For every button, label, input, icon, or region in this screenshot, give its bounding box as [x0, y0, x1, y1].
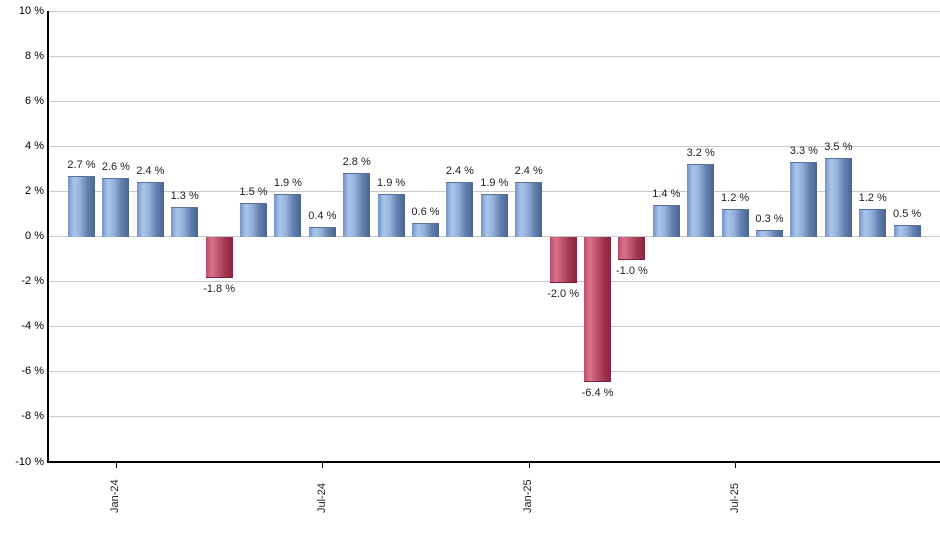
bar — [446, 182, 474, 238]
gridline — [48, 145, 940, 147]
bar — [68, 175, 95, 238]
bar-value-label: 1.2 % — [858, 192, 887, 205]
bar — [721, 209, 749, 238]
bar-value-label: 1.5 % — [239, 185, 268, 198]
x-axis-line — [47, 461, 940, 463]
x-axis-tick-label: Jan-25 — [522, 479, 535, 513]
bar-value-label: 1.9 % — [273, 176, 302, 189]
bar — [618, 236, 646, 261]
bar — [136, 182, 164, 238]
bar — [274, 193, 302, 238]
x-axis-tick — [322, 462, 324, 468]
y-axis-tick-label: 0 % — [25, 230, 44, 242]
bar-value-label: 3.5 % — [824, 140, 853, 153]
bar-value-label: 2.8 % — [342, 156, 371, 169]
bar — [480, 193, 508, 238]
bar — [102, 177, 130, 238]
bar-value-label: 0.4 % — [308, 210, 337, 223]
bar-value-label: 2.4 % — [514, 165, 543, 178]
x-axis-tick-label: Jan-24 — [109, 479, 122, 513]
bar — [687, 164, 715, 238]
bar-value-label: 1.9 % — [377, 176, 406, 189]
bar — [240, 202, 267, 238]
y-axis-tick-label: -6 % — [21, 365, 44, 378]
bar-value-label: -1.0 % — [615, 265, 648, 278]
bar-value-label: 1.3 % — [170, 190, 199, 203]
bar-value-label: -1.8 % — [203, 283, 235, 296]
bar-value-label: -2.0 % — [547, 287, 579, 300]
y-axis-tick-label: -2 % — [21, 275, 44, 288]
bar — [652, 204, 680, 238]
bar-value-label: 1.2 % — [721, 192, 750, 205]
bar-value-label: 0.6 % — [411, 205, 440, 218]
bar — [790, 162, 818, 238]
y-axis-tick-label: 10 % — [18, 4, 44, 17]
bar — [171, 207, 199, 238]
bar-value-label: 2.6 % — [101, 160, 130, 173]
bar — [859, 209, 887, 238]
y-axis-tick-label: 6 % — [25, 94, 44, 107]
bar-value-label: 2.7 % — [67, 158, 96, 171]
bar — [205, 236, 233, 279]
gridline — [48, 55, 940, 57]
y-axis-tick-label: 8 % — [25, 49, 44, 62]
x-axis-tick — [115, 462, 117, 468]
y-axis-tick-label: 4 % — [25, 139, 44, 152]
y-axis-tick-label: -10 % — [15, 455, 44, 468]
gridline — [48, 416, 940, 418]
y-axis-tick-label: -4 % — [21, 320, 44, 333]
bar-value-label: 0.5 % — [893, 208, 922, 221]
bar — [515, 182, 543, 238]
x-axis-tick — [735, 462, 737, 468]
bar — [549, 236, 577, 283]
bar-value-label: 3.3 % — [789, 145, 818, 158]
bar-value-label: -6.4 % — [581, 386, 614, 399]
bar — [343, 173, 371, 238]
x-axis-tick — [528, 462, 530, 468]
gridline — [48, 100, 940, 102]
bar — [377, 193, 405, 238]
bar-value-label: 2.4 % — [136, 165, 165, 178]
bar-value-label: 1.4 % — [652, 187, 681, 200]
bar-value-label: 2.4 % — [445, 165, 474, 178]
bar — [308, 227, 336, 238]
y-axis-line — [47, 11, 49, 462]
y-axis-tick-label: -8 % — [21, 410, 44, 423]
bar-value-label: 1.9 % — [480, 176, 509, 189]
bar — [412, 222, 439, 238]
bar-value-label: 0.3 % — [755, 212, 784, 225]
gridline — [48, 281, 940, 283]
bar — [584, 236, 611, 382]
gridline — [48, 10, 940, 12]
bar-value-label: 3.2 % — [686, 147, 715, 160]
gridline — [48, 190, 940, 192]
gridline — [48, 371, 940, 373]
x-axis-tick-label: Jul-25 — [728, 483, 741, 513]
y-axis-tick-label: 2 % — [25, 184, 44, 197]
bar — [893, 225, 921, 238]
gridline — [48, 326, 940, 328]
x-axis-tick-label: Jul-24 — [315, 483, 328, 513]
bar — [824, 157, 852, 238]
bar — [756, 229, 783, 238]
